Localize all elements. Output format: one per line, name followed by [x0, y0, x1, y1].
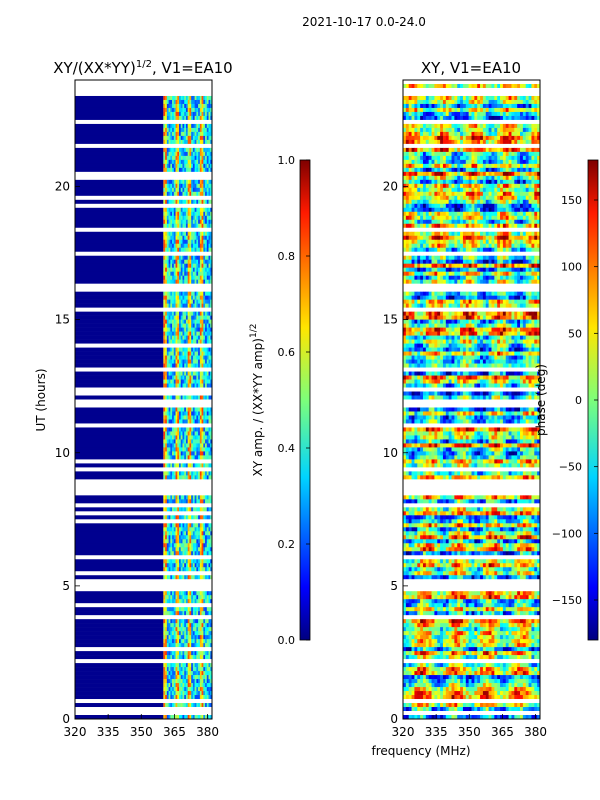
- colorbar-tick-label: 0.0: [278, 634, 296, 647]
- colorbar-tick-label: 0.6: [278, 346, 296, 359]
- amp-ylabel: UT (hours): [34, 368, 48, 431]
- x-tick-label: 365: [491, 725, 514, 739]
- x-tick-label: 380: [524, 725, 547, 739]
- amp-axis-ticks: 320 335 350 365 380 0 5 10 15 20: [55, 180, 219, 740]
- colorbar-tick-label: 0.8: [278, 250, 296, 263]
- colorbar-tick-label: 0.4: [278, 442, 296, 455]
- phase-axis-ticks: 320 335 350 365 380 0 5 10 15 20: [383, 180, 547, 740]
- colorbar-tick-label: 50: [568, 327, 582, 340]
- phase-colorbar-ticks: 150 100 50 0 −50 −100 −150: [552, 194, 598, 607]
- phase-panel: XY, V1=EA10 320 335 350 365 380 0 5 10 15 20: [383, 59, 547, 739]
- phase-plot-frame: [402, 79, 541, 720]
- colorbar-tick-label: −50: [559, 461, 582, 474]
- colorbar-tick-label: −150: [552, 594, 582, 607]
- amp-panel: XY/(XX*YY)1/2, V1=EA10 320 335 350 365 380 0 5…: [34, 59, 233, 739]
- y-tick-label: 20: [55, 180, 70, 194]
- colorbar-tick-label: −100: [552, 527, 582, 540]
- figure-xlabel: frequency (MHz): [371, 744, 470, 758]
- y-tick-label: 15: [55, 313, 70, 327]
- colorbar-tick-label: 0: [575, 394, 582, 407]
- colorbar-tick-label: 150: [561, 194, 582, 207]
- x-tick-label: 320: [64, 725, 87, 739]
- y-tick-label: 20: [383, 180, 398, 194]
- amp-panel-title: XY/(XX*YY)1/2, V1=EA10: [53, 59, 232, 77]
- x-tick-label: 380: [196, 725, 219, 739]
- amp-plot-frame: [74, 79, 213, 720]
- colorbar-tick-label: 0.2: [278, 538, 296, 551]
- amp-heatmap: [75, 80, 213, 720]
- amp-colorbar-label: XY amp. / (XX*YY amp)1/2: [249, 324, 265, 477]
- y-tick-label: 0: [390, 712, 398, 726]
- y-tick-label: 10: [55, 446, 70, 460]
- y-tick-label: 15: [383, 313, 398, 327]
- phase-heatmap: [403, 80, 541, 720]
- x-tick-label: 350: [458, 725, 481, 739]
- amp-colorbar-gradient: [299, 159, 311, 641]
- x-tick-label: 365: [163, 725, 186, 739]
- y-tick-label: 5: [62, 579, 70, 593]
- x-tick-label: 335: [425, 725, 448, 739]
- y-tick-label: 10: [383, 446, 398, 460]
- colorbar-tick-label: 100: [561, 261, 582, 274]
- phase-colorbar-label: phase (deg): [534, 364, 548, 436]
- phase-panel-title: XY, V1=EA10: [421, 59, 521, 77]
- colorbar-tick-label: 1.0: [278, 154, 296, 167]
- x-tick-label: 335: [97, 725, 120, 739]
- x-tick-label: 350: [130, 725, 153, 739]
- x-tick-label: 320: [392, 725, 415, 739]
- y-tick-label: 5: [390, 579, 398, 593]
- phase-colorbar: 150 100 50 0 −50 −100 −150 phase (deg): [534, 159, 599, 641]
- figure-suptitle: 2021-10-17 0.0-24.0: [302, 15, 426, 29]
- amp-colorbar: 0.0 0.2 0.4 0.6 0.8 1.0 XY amp. / (XX*YY amp)…: [249, 154, 311, 647]
- y-tick-label: 0: [62, 712, 70, 726]
- amp-colorbar-ticks: 0.0 0.2 0.4 0.6 0.8 1.0: [278, 154, 310, 647]
